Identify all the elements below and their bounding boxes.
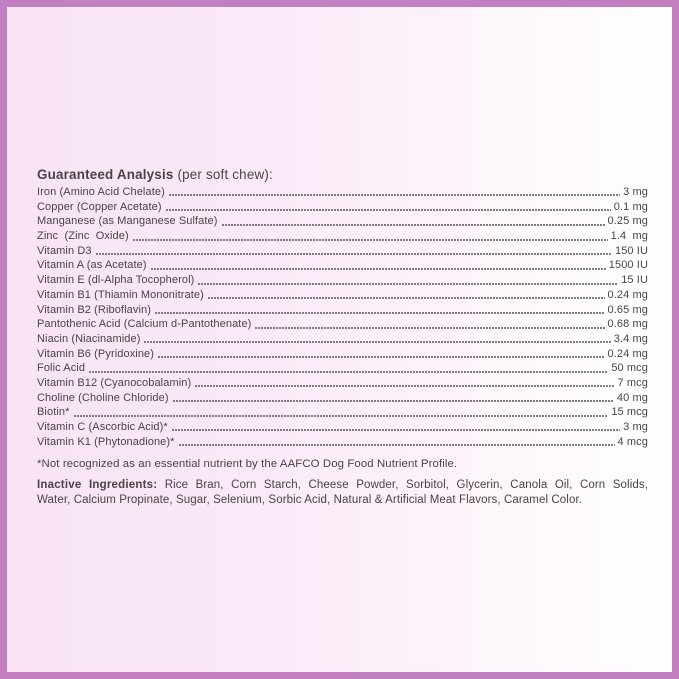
- nutrient-name: Pantothenic Acid (Calcium d-Pantothenate…: [37, 318, 252, 331]
- nutrient-name: Vitamin B1 (Thiamin Mononitrate): [37, 288, 204, 301]
- analysis-row: Vitamin K1 (Phytonadione)* 4 mcg: [37, 434, 648, 450]
- dot-leader: [168, 185, 621, 200]
- dot-leader: [178, 434, 615, 450]
- analysis-row: Vitamin C (Ascorbic Acid)* 3 mg: [37, 420, 648, 435]
- dot-leader: [73, 405, 609, 420]
- inactive-ingredients: Inactive Ingredients: Rice Bran, Corn St…: [37, 478, 648, 509]
- nutrient-name: Choline (Choline Chloride): [37, 391, 169, 404]
- nutrient-value: 0.1 mg: [613, 200, 648, 213]
- dot-leader: [132, 229, 608, 244]
- nutrient-value: 1.4 mg: [610, 230, 648, 243]
- dot-leader: [171, 420, 621, 435]
- inactive-ingredients-label: Inactive Ingredients:: [37, 479, 158, 491]
- analysis-row: Folic Acid 50 mcg: [37, 361, 648, 376]
- dot-leader: [144, 331, 611, 347]
- nutrient-value: 15 IU: [621, 274, 648, 287]
- analysis-row: Vitamin B12 (Cyanocobalamin) 7 mcg: [37, 375, 648, 391]
- nutrient-name: Vitamin B2 (Riboflavin): [37, 303, 151, 316]
- analysis-row: Copper (Copper Acetate) 0.1 mg: [37, 199, 648, 215]
- dot-leader: [95, 243, 612, 259]
- dot-leader: [165, 199, 611, 215]
- nutrient-name: Niacin (Niacinamide): [37, 332, 141, 345]
- nutrient-name: Vitamin E (dl-Alpha Tocopherol): [37, 274, 195, 287]
- nutrient-value: 15 mcg: [611, 406, 648, 419]
- dot-leader: [172, 390, 614, 406]
- dot-leader: [154, 302, 605, 318]
- nutrient-name: Vitamin K1 (Phytonadione)*: [37, 435, 175, 448]
- nutrient-value: 0.24 mg: [607, 288, 648, 301]
- nutrient-value: 3 mg: [623, 186, 648, 198]
- nutrient-value: 3.4 mg: [613, 332, 648, 345]
- nutrient-name: Biotin*: [37, 406, 70, 419]
- nutrient-value: 7 mcg: [617, 376, 648, 389]
- dot-leader: [255, 317, 605, 332]
- analysis-row: Manganese (as Manganese Sulfate) 0.25 mg: [37, 214, 648, 230]
- nutrient-name: Iron (Amino Acid Chelate): [37, 186, 165, 198]
- nutrient-name: Vitamin D3: [37, 244, 92, 257]
- analysis-row: Vitamin A (as Acetate) 1500 IU: [37, 258, 648, 274]
- nutrient-value: 40 mg: [616, 391, 648, 404]
- dot-leader: [207, 287, 605, 303]
- dot-leader: [221, 214, 605, 230]
- nutrient-name: Copper (Copper Acetate): [37, 200, 162, 213]
- analysis-row: Pantothenic Acid (Calcium d-Pantothenate…: [37, 317, 648, 332]
- nutrient-name: Vitamin B12 (Cyanocobalamin): [37, 376, 192, 389]
- analysis-row: Vitamin E (dl-Alpha Tocopherol) 15 IU: [37, 273, 648, 288]
- analysis-row: Biotin* 15 mcg: [37, 405, 648, 420]
- label-content: Guaranteed Analysis (per soft chew): Iro…: [37, 7, 648, 672]
- dot-leader: [158, 346, 605, 362]
- nutrient-name: Vitamin A (as Acetate): [37, 259, 147, 272]
- dot-leader: [198, 273, 619, 288]
- nutrient-value: 0.65 mg: [607, 303, 648, 316]
- nutrient-value: 1500 IU: [608, 259, 648, 272]
- nutrient-value: 4 mcg: [617, 435, 648, 448]
- nutrient-name: Zinc (Zinc Oxide): [37, 230, 129, 243]
- analysis-row: Choline (Choline Chloride) 40 mg: [37, 390, 648, 406]
- analysis-row: Zinc (Zinc Oxide) 1.4 mg: [37, 229, 648, 244]
- nutrient-value: 50 mcg: [611, 362, 648, 375]
- analysis-rows: Iron (Amino Acid Chelate) 3 mg Copper (C…: [37, 185, 648, 450]
- nutrient-name: Vitamin B6 (Pyridoxine): [37, 347, 155, 360]
- analysis-row: Vitamin B2 (Riboflavin) 0.65 mg: [37, 302, 648, 318]
- analysis-row: Vitamin B6 (Pyridoxine) 0.24 mg: [37, 346, 648, 362]
- dot-leader: [89, 361, 609, 376]
- nutrient-name: Manganese (as Manganese Sulfate): [37, 215, 218, 228]
- nutrient-value: 0.24 mg: [607, 347, 648, 360]
- analysis-row: Vitamin D3 150 IU: [37, 243, 648, 259]
- dot-leader: [195, 375, 615, 391]
- inactive-ingredients-line1: Inactive Ingredients: Rice Bran, Corn St…: [37, 478, 648, 493]
- guaranteed-analysis-heading: Guaranteed Analysis (per soft chew):: [37, 166, 648, 183]
- analysis-row: Niacin (Niacinamide) 3.4 mg: [37, 331, 648, 347]
- nutrient-value: 3 mg: [623, 421, 648, 433]
- heading-suffix: (per soft chew):: [173, 167, 273, 182]
- inactive-ingredients-text: Rice Bran, Corn Starch, Cheese Powder, S…: [157, 479, 648, 491]
- inactive-ingredients-line2: Water, Calcium Propinate, Sugar, Seleniu…: [37, 494, 583, 507]
- nutrient-name: Vitamin C (Ascorbic Acid)*: [37, 421, 168, 433]
- nutrient-value: 0.68 mg: [607, 318, 648, 331]
- nutrient-name: Folic Acid: [37, 362, 86, 375]
- analysis-row: Vitamin B1 (Thiamin Mononitrate) 0.24 mg: [37, 287, 648, 303]
- nutrient-value: 150 IU: [614, 244, 648, 257]
- heading-title: Guaranteed Analysis: [37, 167, 174, 182]
- nutrient-value: 0.25 mg: [607, 215, 648, 228]
- dot-leader: [150, 258, 606, 274]
- analysis-row: Iron (Amino Acid Chelate) 3 mg: [37, 185, 648, 200]
- aafco-footnote: *Not recognized as an essential nutrient…: [37, 458, 458, 470]
